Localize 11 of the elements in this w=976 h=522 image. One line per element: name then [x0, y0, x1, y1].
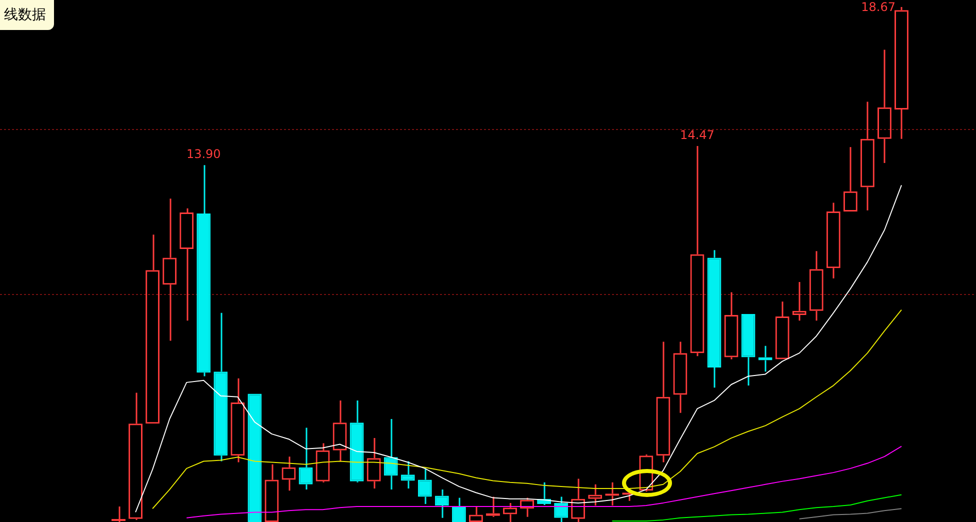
candlestick: [758, 345, 772, 372]
text: 18.67: [861, 0, 896, 14]
candlestick: [350, 400, 364, 484]
text: 13.90: [186, 147, 221, 162]
candlestick: [214, 312, 228, 462]
candlestick: [707, 249, 722, 388]
candlestick: [400, 460, 415, 490]
text: 线数据: [0, 0, 54, 30]
candlestick: [196, 164, 211, 378]
text: 14.47: [680, 128, 714, 142]
candlestick: [741, 314, 756, 386]
